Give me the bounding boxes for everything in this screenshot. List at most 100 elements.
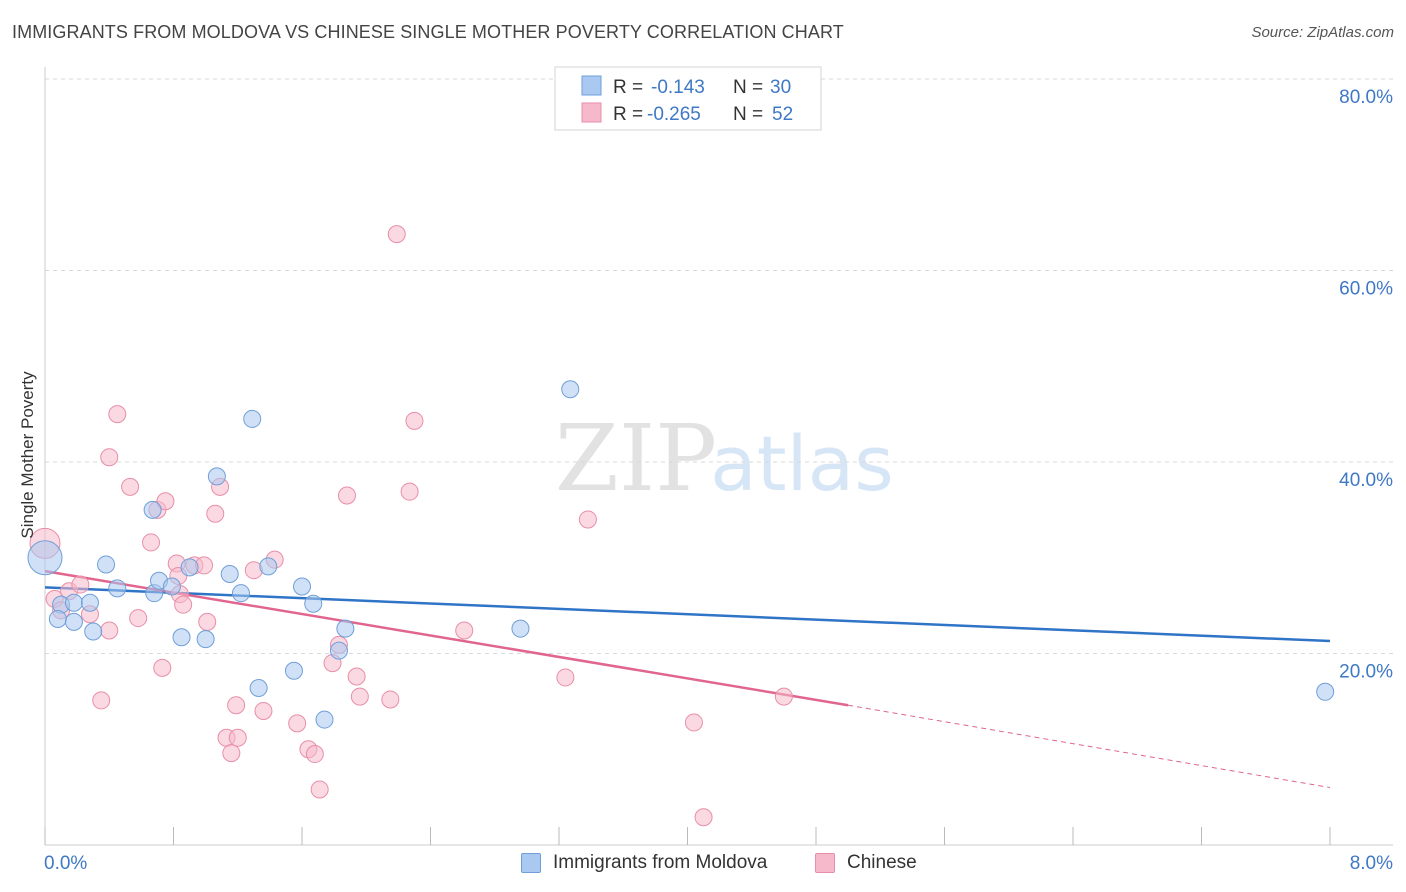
- chart-title: IMMIGRANTS FROM MOLDOVA VS CHINESE SINGL…: [12, 22, 844, 42]
- trend-line-moldova: [44, 586, 1331, 643]
- point-chinese-22: [198, 612, 217, 631]
- point-chinese-11: [129, 609, 148, 628]
- legend-bottom-label-moldova: Immigrants from Moldova: [553, 852, 768, 873]
- point-chinese-43: [400, 482, 419, 501]
- point-moldova-18: [231, 584, 250, 603]
- point-chinese-40: [350, 687, 369, 706]
- legend-r-label-moldova: R =: [613, 77, 643, 98]
- trend-line-chinese-extension: [848, 704, 1331, 789]
- legend-n-label-chinese: N =: [733, 104, 763, 125]
- point-chinese-38: [337, 486, 356, 505]
- y-tick-label-1: 40.0%: [1339, 470, 1393, 491]
- point-chinese-28: [228, 728, 247, 747]
- point-chinese-48: [684, 713, 703, 732]
- point-moldova-29: [561, 380, 580, 399]
- legend-swatch-moldova: [581, 75, 602, 96]
- point-chinese-8: [108, 405, 127, 424]
- watermark-atlas: atlas: [710, 419, 894, 508]
- point-moldova-13: [180, 558, 199, 577]
- point-chinese-35: [310, 780, 329, 799]
- point-chinese-6: [92, 691, 111, 710]
- point-moldova-27: [336, 619, 355, 638]
- point-moldova-15: [196, 630, 215, 649]
- point-moldova-26: [329, 641, 348, 660]
- point-chinese-23: [206, 504, 225, 523]
- y-tick-labels: 20.0% 40.0% 60.0% 80.0%: [1339, 87, 1393, 683]
- point-chinese-34: [305, 745, 324, 764]
- legend-bottom-item-moldova: Immigrants from Moldova: [521, 852, 767, 874]
- legend-n-label-moldova: N =: [733, 77, 763, 98]
- y-tick-label-0: 20.0%: [1339, 662, 1393, 683]
- point-chinese-45: [455, 621, 474, 640]
- legend-n-value-chinese: 52: [772, 104, 793, 125]
- point-moldova-2: [64, 593, 83, 612]
- legend-r-label-chinese: R =: [613, 104, 643, 125]
- series-chinese-points: [29, 225, 793, 827]
- y-tick-label-2: 60.0%: [1339, 279, 1393, 300]
- legend-bottom-swatch-moldova: [521, 853, 541, 873]
- point-chinese-39: [347, 667, 366, 686]
- x-tick-labels: 0.0% 8.0%: [44, 853, 1393, 874]
- point-moldova-10: [143, 500, 162, 519]
- point-chinese-15: [156, 492, 175, 511]
- axes: [44, 67, 1393, 846]
- point-chinese-9: [100, 448, 119, 467]
- point-chinese-30: [254, 701, 273, 720]
- point-moldova-3: [80, 593, 99, 612]
- watermark-zip: ZIP: [555, 405, 717, 512]
- point-moldova-21: [249, 678, 268, 697]
- point-moldova-4: [97, 555, 116, 574]
- legend-n-value-moldova: 30: [770, 77, 791, 98]
- point-moldova-23: [293, 577, 311, 596]
- point-moldova-16: [207, 467, 226, 486]
- point-moldova-17: [220, 565, 239, 584]
- point-moldova-14: [172, 628, 191, 647]
- series-moldova-points: [27, 380, 1335, 729]
- legend-bottom: Immigrants from Moldova Chinese: [0, 852, 1406, 878]
- legend-r-value-chinese: -0.265: [647, 104, 701, 125]
- legend-swatch-chinese: [581, 102, 602, 123]
- gridlines: [45, 78, 1393, 654]
- x-tick-label-0: 0.0%: [44, 853, 87, 874]
- point-chinese-27: [227, 696, 246, 715]
- point-moldova-8: [64, 612, 83, 631]
- point-chinese-42: [387, 225, 406, 244]
- point-chinese-49: [694, 808, 713, 827]
- point-chinese-32: [288, 714, 307, 733]
- point-moldova-19: [243, 409, 262, 428]
- point-chinese-47: [578, 510, 597, 529]
- point-chinese-26: [222, 744, 241, 763]
- point-chinese-10: [121, 477, 140, 496]
- legend-bottom-swatch-chinese: [815, 853, 835, 873]
- point-moldova-30: [1316, 682, 1335, 701]
- point-moldova-24: [304, 594, 323, 613]
- point-moldova-0: [27, 540, 63, 576]
- point-moldova-28: [511, 619, 530, 638]
- point-chinese-13: [153, 658, 172, 677]
- point-moldova-7: [48, 610, 67, 629]
- legend-top: R = -0.143 N = 30 R = -0.265 N = 52: [554, 66, 822, 131]
- legend-bottom-item-chinese: Chinese: [815, 852, 917, 874]
- point-chinese-4: [71, 575, 90, 594]
- point-chinese-19: [174, 595, 193, 614]
- point-moldova-5: [108, 579, 127, 598]
- legend-r-value-moldova: -0.143: [651, 77, 705, 98]
- y-tick-label-3: 80.0%: [1339, 87, 1393, 108]
- point-chinese-12: [142, 533, 161, 552]
- point-chinese-46: [556, 668, 575, 687]
- point-chinese-41: [381, 690, 400, 709]
- point-moldova-25: [315, 710, 334, 729]
- legend-bottom-label-chinese: Chinese: [847, 852, 917, 873]
- point-chinese-7: [100, 621, 119, 640]
- y-axis-label: Single Mother Poverty: [18, 371, 37, 539]
- point-moldova-12: [162, 577, 181, 596]
- point-chinese-50: [774, 687, 793, 706]
- point-chinese-44: [405, 411, 424, 430]
- chart-source: Source: ZipAtlas.com: [1251, 24, 1394, 41]
- x-tick-label-1: 8.0%: [1350, 853, 1393, 874]
- point-moldova-20: [259, 557, 278, 576]
- point-moldova-22: [284, 661, 303, 680]
- point-moldova-9: [84, 622, 103, 641]
